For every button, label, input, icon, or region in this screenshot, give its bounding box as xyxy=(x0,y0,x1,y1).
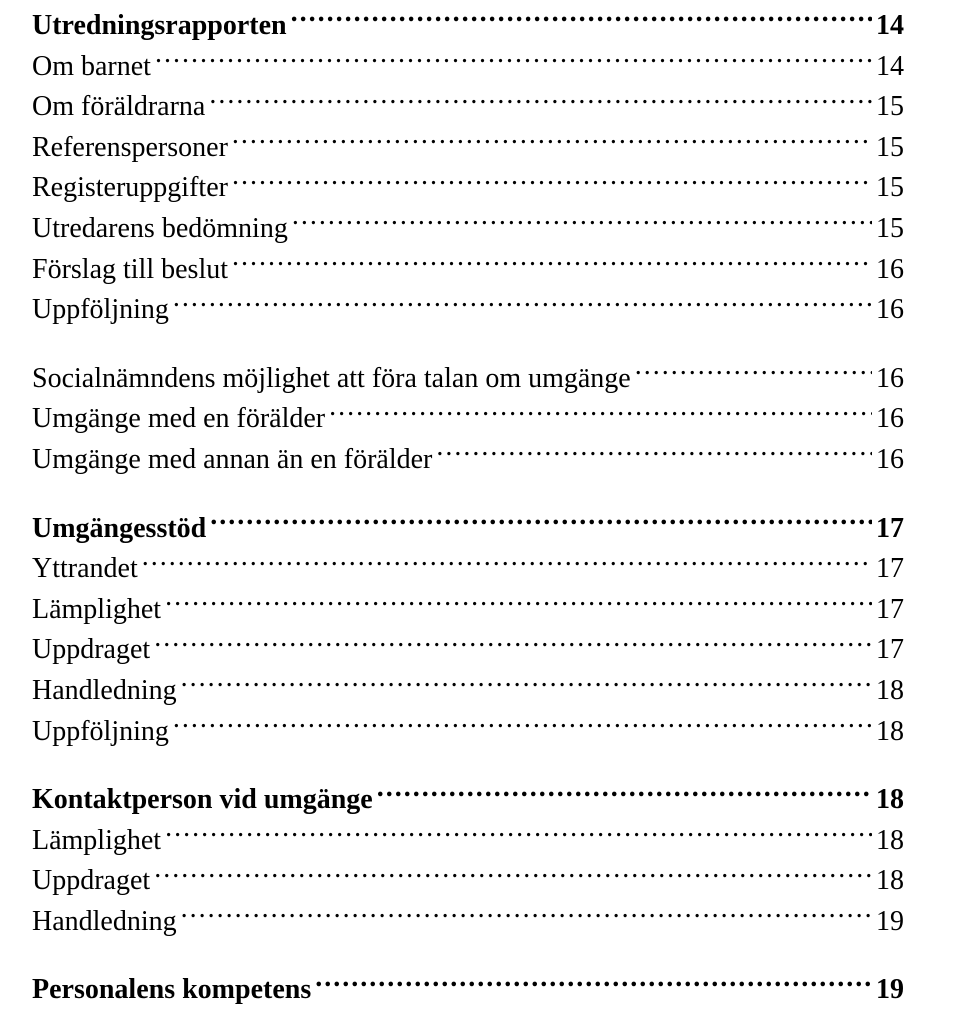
toc-leader-dots xyxy=(232,250,872,278)
toc-label: Lämplighet xyxy=(32,590,161,631)
toc-label: Om föräldrarna xyxy=(32,87,205,128)
toc-label: Socialnämndens möjlighet att föra talan … xyxy=(32,359,631,400)
toc-entry: Om barnet 14 xyxy=(32,47,904,88)
toc-page: Utredningsrapporten 14Om barnet 14Om för… xyxy=(0,0,960,1010)
toc-entry: Handledning 19 xyxy=(32,902,904,943)
toc-entry: Utredningsrapporten 14 xyxy=(32,6,904,47)
toc-entry: Yttrandet 17 xyxy=(32,549,904,590)
toc-page-number: 15 xyxy=(876,87,904,128)
toc-list: Utredningsrapporten 14Om barnet 14Om för… xyxy=(32,6,904,1010)
toc-leader-dots xyxy=(291,6,872,34)
toc-page-number: 15 xyxy=(876,128,904,169)
toc-leader-dots xyxy=(232,168,872,196)
toc-page-number: 18 xyxy=(876,861,904,902)
toc-page-number: 16 xyxy=(876,359,904,400)
toc-leader-dots xyxy=(154,861,872,889)
toc-leader-dots xyxy=(377,780,872,808)
toc-leader-dots xyxy=(154,630,872,658)
toc-page-number: 17 xyxy=(876,549,904,590)
toc-label: Uppföljning xyxy=(32,290,169,331)
toc-page-number: 16 xyxy=(876,399,904,440)
toc-page-number: 19 xyxy=(876,902,904,943)
toc-entry: Socialnämndens möjlighet att föra talan … xyxy=(32,359,904,400)
toc-page-number: 17 xyxy=(876,630,904,671)
toc-page-number: 18 xyxy=(876,821,904,862)
toc-leader-dots xyxy=(210,509,872,537)
toc-leader-dots xyxy=(173,290,872,318)
toc-gap xyxy=(32,942,904,970)
toc-label: Lämplighet xyxy=(32,821,161,862)
toc-entry: Utredarens bedömning 15 xyxy=(32,209,904,250)
toc-leader-dots xyxy=(181,671,872,699)
toc-page-number: 17 xyxy=(876,509,904,550)
toc-leader-dots xyxy=(232,128,872,156)
toc-label: Om barnet xyxy=(32,47,151,88)
toc-leader-dots xyxy=(181,902,872,930)
toc-leader-dots xyxy=(165,821,872,849)
toc-entry: Lämplighet 17 xyxy=(32,590,904,631)
toc-label: Personalens kompetens xyxy=(32,970,311,1010)
toc-label: Uppföljning xyxy=(32,712,169,753)
toc-page-number: 18 xyxy=(876,712,904,753)
toc-label: Yttrandet xyxy=(32,549,138,590)
toc-page-number: 14 xyxy=(876,6,904,47)
toc-leader-dots xyxy=(329,399,872,427)
toc-leader-dots xyxy=(165,590,872,618)
toc-label: Umgänge med en förälder xyxy=(32,399,325,440)
toc-entry: Om föräldrarna 15 xyxy=(32,87,904,128)
toc-page-number: 16 xyxy=(876,250,904,291)
toc-entry: Umgänge med en förälder 16 xyxy=(32,399,904,440)
toc-entry: Registeruppgifter 15 xyxy=(32,168,904,209)
toc-entry: Umgänge med annan än en förälder 16 xyxy=(32,440,904,481)
toc-entry: Umgängesstöd 17 xyxy=(32,509,904,550)
toc-page-number: 18 xyxy=(876,671,904,712)
toc-leader-dots xyxy=(315,970,872,998)
toc-leader-dots xyxy=(292,209,872,237)
toc-page-number: 15 xyxy=(876,209,904,250)
toc-leader-dots xyxy=(635,359,872,387)
toc-entry: Kontaktperson vid umgänge 18 xyxy=(32,780,904,821)
toc-page-number: 16 xyxy=(876,290,904,331)
toc-label: Handledning xyxy=(32,902,177,943)
toc-label: Kontaktperson vid umgänge xyxy=(32,780,373,821)
toc-entry: Uppdraget 18 xyxy=(32,861,904,902)
toc-gap xyxy=(32,481,904,509)
toc-entry: Lämplighet 18 xyxy=(32,821,904,862)
toc-leader-dots xyxy=(155,47,872,75)
toc-leader-dots xyxy=(173,712,872,740)
toc-page-number: 14 xyxy=(876,47,904,88)
toc-label: Uppdraget xyxy=(32,630,150,671)
toc-leader-dots xyxy=(436,440,872,468)
toc-label: Förslag till beslut xyxy=(32,250,228,291)
toc-entry: Uppföljning 16 xyxy=(32,290,904,331)
toc-page-number: 18 xyxy=(876,780,904,821)
toc-gap xyxy=(32,752,904,780)
toc-entry: Uppdraget 17 xyxy=(32,630,904,671)
toc-label: Utredarens bedömning xyxy=(32,209,288,250)
toc-leader-dots xyxy=(209,87,872,115)
toc-label: Uppdraget xyxy=(32,861,150,902)
toc-label: Registeruppgifter xyxy=(32,168,228,209)
toc-label: Handledning xyxy=(32,671,177,712)
toc-label: Umgängesstöd xyxy=(32,509,206,550)
toc-label: Umgänge med annan än en förälder xyxy=(32,440,432,481)
toc-page-number: 15 xyxy=(876,168,904,209)
toc-page-number: 19 xyxy=(876,970,904,1010)
toc-entry: Uppföljning 18 xyxy=(32,712,904,753)
toc-label: Utredningsrapporten xyxy=(32,6,287,47)
toc-entry: Personalens kompetens 19 xyxy=(32,970,904,1010)
toc-entry: Referenspersoner 15 xyxy=(32,128,904,169)
toc-leader-dots xyxy=(142,549,872,577)
toc-entry: Förslag till beslut 16 xyxy=(32,250,904,291)
toc-page-number: 17 xyxy=(876,590,904,631)
toc-entry: Handledning 18 xyxy=(32,671,904,712)
toc-gap xyxy=(32,331,904,359)
toc-label: Referenspersoner xyxy=(32,128,228,169)
toc-page-number: 16 xyxy=(876,440,904,481)
